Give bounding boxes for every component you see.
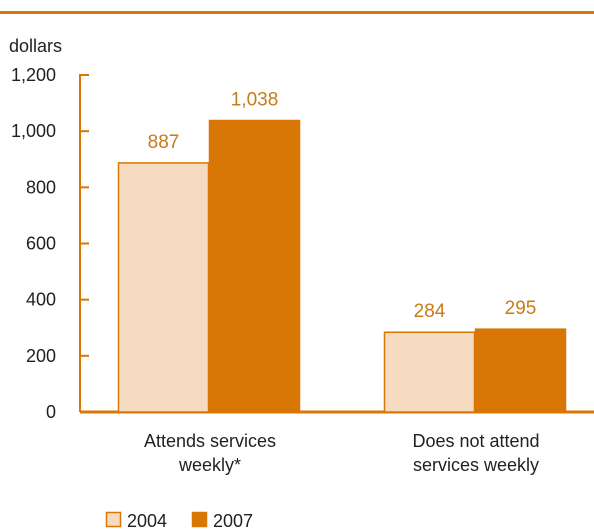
y-tick-label: 0 xyxy=(46,402,56,422)
y-tick-label: 400 xyxy=(26,290,56,310)
data-label: 295 xyxy=(505,298,537,319)
x-category-label: services weekly xyxy=(413,455,539,475)
bar-2004 xyxy=(383,331,476,413)
legend-label: 2004 xyxy=(127,511,167,529)
legend-label: 2007 xyxy=(213,511,253,529)
data-label: 1,038 xyxy=(231,89,279,110)
x-category-label: weekly* xyxy=(178,455,241,475)
data-label: 887 xyxy=(148,132,180,153)
legend: 2004 2007 xyxy=(105,511,253,529)
bars-group: 887 284 1,038 295 xyxy=(117,89,567,413)
x-category-label: Attends services xyxy=(144,431,276,451)
legend-swatch-2007 xyxy=(191,511,208,528)
y-tick-label: 1,000 xyxy=(11,121,56,141)
data-label: 284 xyxy=(414,301,446,322)
bar-2007 xyxy=(208,119,301,413)
x-axis: Attends services weekly* Does not attend se… xyxy=(144,431,540,475)
bar-2007 xyxy=(474,328,567,413)
bar-2004 xyxy=(117,162,210,413)
y-tick-label: 600 xyxy=(26,234,56,254)
x-category-label: Does not attend xyxy=(412,431,539,451)
legend-swatch-2004 xyxy=(105,511,122,528)
y-tick-label: 800 xyxy=(26,177,56,197)
y-tick-label: 1,200 xyxy=(11,65,56,85)
y-tick-label: 200 xyxy=(26,346,56,366)
top-rule xyxy=(0,11,594,14)
y-axis-label: dollars xyxy=(9,36,62,56)
